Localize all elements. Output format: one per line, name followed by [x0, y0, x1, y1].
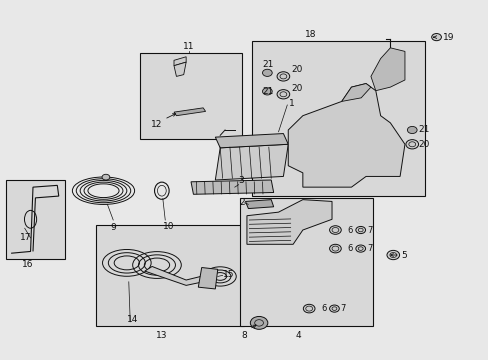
Polygon shape	[174, 108, 205, 116]
Text: 21: 21	[262, 87, 273, 96]
Circle shape	[277, 72, 289, 81]
Text: 9: 9	[111, 223, 116, 232]
Text: 20: 20	[418, 140, 429, 149]
Text: 17: 17	[20, 233, 31, 242]
Circle shape	[386, 250, 399, 260]
Text: 1: 1	[288, 99, 294, 108]
Text: 6: 6	[321, 304, 326, 313]
Polygon shape	[251, 41, 425, 196]
Polygon shape	[140, 53, 242, 139]
Text: 21: 21	[262, 60, 273, 69]
Text: 11: 11	[183, 42, 194, 51]
Circle shape	[329, 226, 341, 234]
Text: 4: 4	[295, 331, 300, 340]
Circle shape	[405, 140, 418, 149]
Text: 16: 16	[22, 260, 34, 269]
Circle shape	[262, 69, 272, 76]
Text: 7: 7	[340, 304, 346, 313]
Polygon shape	[198, 267, 217, 289]
Polygon shape	[215, 144, 287, 180]
Circle shape	[262, 88, 272, 95]
Circle shape	[329, 305, 339, 312]
Circle shape	[303, 304, 314, 313]
Circle shape	[431, 33, 441, 41]
Polygon shape	[341, 84, 370, 102]
Circle shape	[102, 174, 110, 180]
Circle shape	[407, 126, 416, 134]
Text: 6: 6	[347, 244, 352, 253]
Text: 3: 3	[238, 176, 244, 185]
Circle shape	[355, 226, 365, 234]
Text: 20: 20	[290, 84, 302, 93]
Text: 18: 18	[304, 30, 316, 39]
Text: 13: 13	[156, 331, 167, 340]
Polygon shape	[245, 200, 273, 208]
Text: 8: 8	[241, 331, 246, 340]
Text: 7: 7	[366, 225, 372, 234]
Polygon shape	[191, 180, 273, 194]
Polygon shape	[6, 180, 64, 258]
Circle shape	[250, 316, 267, 329]
Polygon shape	[174, 57, 186, 66]
Polygon shape	[239, 198, 372, 326]
Polygon shape	[144, 266, 203, 285]
Circle shape	[355, 245, 365, 252]
Polygon shape	[215, 134, 287, 148]
Text: 5: 5	[401, 251, 407, 260]
Text: 12: 12	[151, 120, 163, 129]
Text: 20: 20	[290, 65, 302, 74]
Circle shape	[277, 90, 289, 99]
Text: 15: 15	[222, 270, 234, 279]
Text: 6: 6	[347, 225, 352, 234]
Text: 19: 19	[442, 33, 453, 42]
Polygon shape	[287, 84, 404, 187]
Circle shape	[329, 244, 341, 253]
Text: 14: 14	[126, 315, 138, 324]
Polygon shape	[174, 62, 186, 76]
Text: 21: 21	[418, 126, 429, 135]
Text: 2: 2	[238, 198, 244, 207]
Text: 10: 10	[163, 222, 174, 231]
Polygon shape	[370, 48, 404, 91]
Polygon shape	[246, 200, 331, 244]
Polygon shape	[96, 225, 244, 326]
Text: 7: 7	[366, 244, 372, 253]
